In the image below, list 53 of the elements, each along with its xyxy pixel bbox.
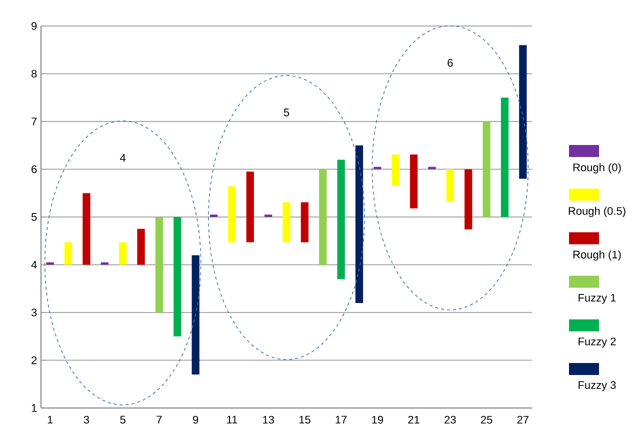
bar bbox=[119, 242, 127, 265]
bar bbox=[174, 216, 182, 336]
x-tick-label: 1 bbox=[48, 416, 53, 424]
bar bbox=[500, 98, 509, 217]
bar bbox=[246, 172, 254, 242]
bar bbox=[482, 121, 490, 217]
x-tick-label: 11 bbox=[227, 416, 238, 424]
bar bbox=[392, 154, 400, 186]
x-tick-label: 9 bbox=[193, 416, 198, 424]
x-tick-label: 13 bbox=[263, 416, 274, 424]
y-tick-label: 4 bbox=[31, 260, 37, 269]
annotation: 4 bbox=[120, 154, 126, 162]
x-tick-label: 5 bbox=[120, 416, 126, 424]
bar bbox=[155, 216, 164, 312]
bar bbox=[446, 169, 454, 202]
annotation: 6 bbox=[448, 58, 453, 67]
bar bbox=[228, 186, 236, 242]
bar bbox=[410, 154, 418, 208]
y-tick-label: 2 bbox=[32, 356, 37, 364]
y-tick-label: 9 bbox=[32, 22, 37, 30]
bar bbox=[64, 242, 72, 265]
x-tick-label: 19 bbox=[372, 416, 384, 424]
bar bbox=[137, 228, 145, 265]
bar bbox=[355, 145, 364, 303]
bar bbox=[300, 202, 309, 242]
y-tick-label: 1 bbox=[32, 404, 37, 412]
x-tick-label: 23 bbox=[444, 416, 456, 424]
y-tick-label: 3 bbox=[31, 308, 37, 316]
y-tick-label: 5 bbox=[31, 213, 37, 221]
x-tick-label: 15 bbox=[299, 416, 310, 424]
x-tick-label: 7 bbox=[156, 416, 162, 424]
bar bbox=[282, 202, 290, 242]
legend-label: Rough (0) bbox=[573, 163, 621, 174]
bar bbox=[519, 45, 527, 179]
x-tick-label: 21 bbox=[408, 416, 420, 424]
legend-label: Fuzzy 3 bbox=[578, 381, 616, 392]
bar bbox=[192, 255, 200, 375]
bar bbox=[82, 193, 90, 265]
annotation: 5 bbox=[284, 108, 290, 116]
bar bbox=[319, 169, 327, 265]
x-tick-label: 17 bbox=[336, 416, 347, 424]
bar bbox=[464, 169, 472, 230]
legend-label: Rough (0.5) bbox=[568, 206, 626, 218]
legend-label: Rough (1) bbox=[573, 250, 621, 261]
x-tick-label: 27 bbox=[517, 416, 528, 424]
legend-label: Fuzzy 2 bbox=[578, 338, 616, 348]
legend-label: Fuzzy 1 bbox=[578, 294, 616, 304]
y-tick-label: 7 bbox=[32, 118, 37, 126]
y-tick-label: 6 bbox=[32, 165, 37, 174]
bar bbox=[337, 160, 345, 280]
x-tick-label: 25 bbox=[480, 416, 492, 424]
x-tick-label: 3 bbox=[84, 416, 90, 424]
y-tick-label: 8 bbox=[32, 70, 37, 78]
